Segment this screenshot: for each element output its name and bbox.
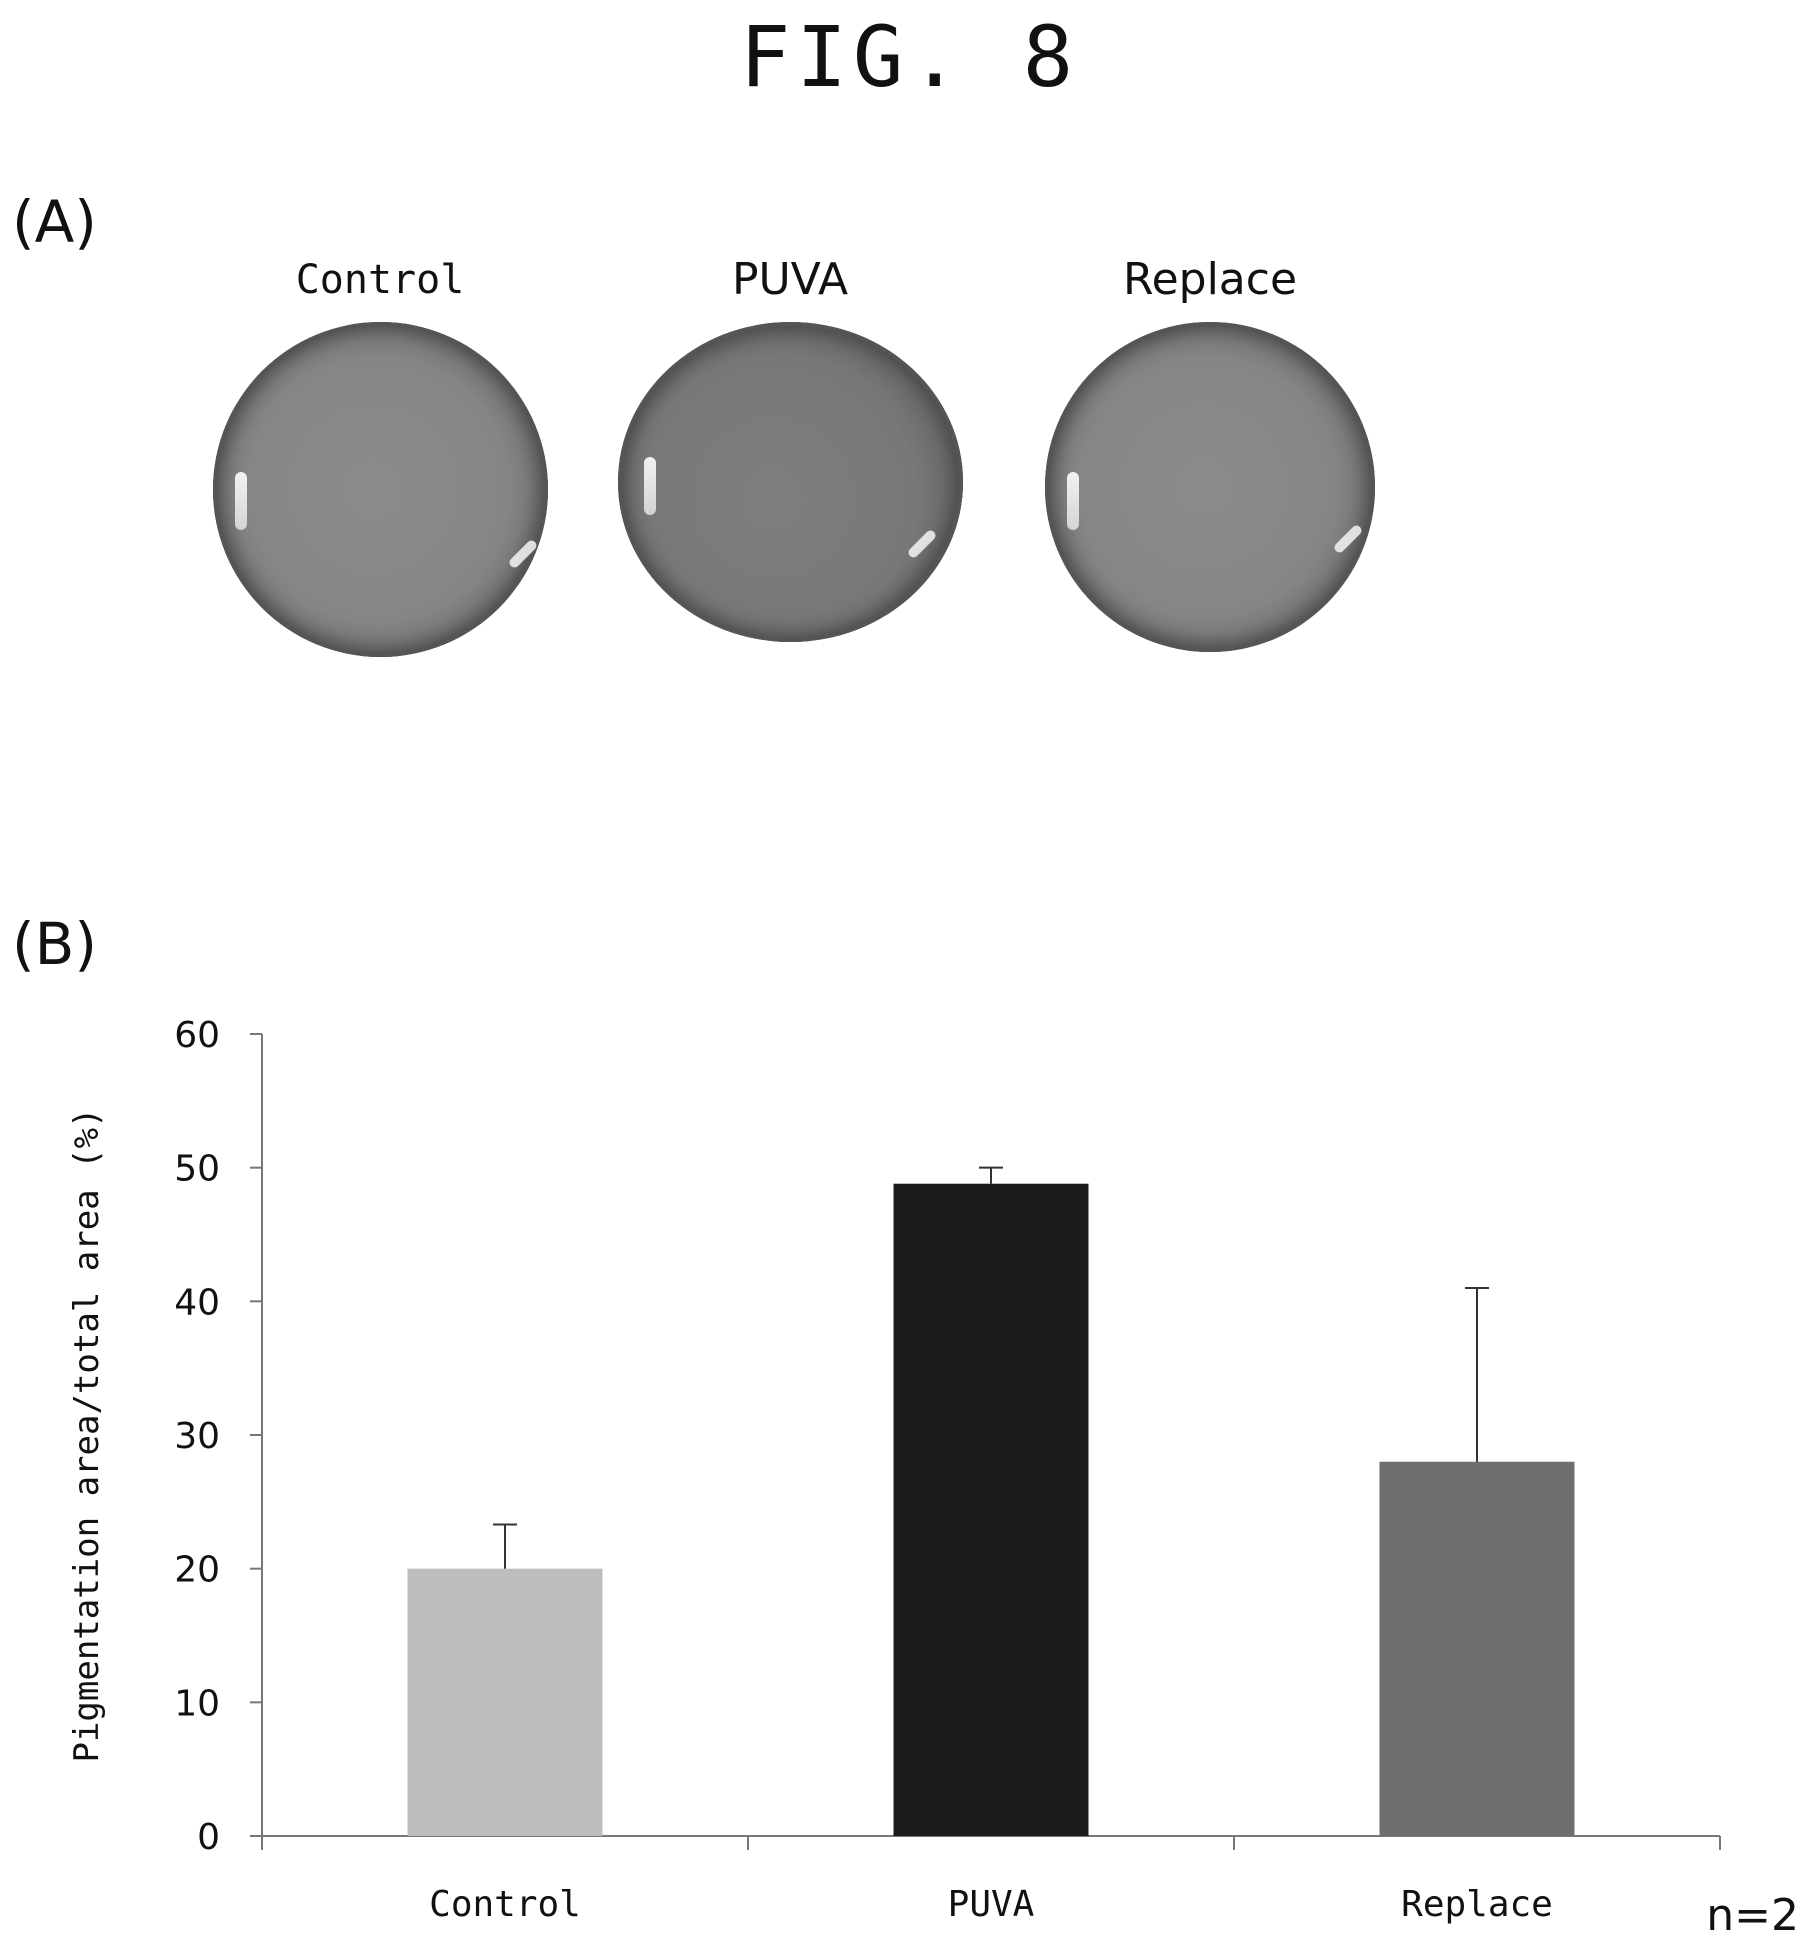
y-tick-label: 30 bbox=[174, 1416, 220, 1457]
y-tick-label: 60 bbox=[174, 1015, 220, 1056]
bar-control bbox=[408, 1569, 603, 1836]
y-tick-label: 40 bbox=[174, 1282, 220, 1323]
x-category-label: Control bbox=[429, 1884, 581, 1925]
y-tick-label: 50 bbox=[174, 1149, 220, 1190]
y-tick-label: 0 bbox=[197, 1817, 220, 1858]
y-tick-label: 10 bbox=[174, 1683, 220, 1724]
y-tick-label: 20 bbox=[174, 1550, 220, 1591]
x-category-label: PUVA bbox=[948, 1884, 1035, 1925]
y-axis-label: Pigmentation area/total area (%) bbox=[67, 1107, 107, 1762]
bar-replace bbox=[1380, 1462, 1575, 1836]
x-category-label: Replace bbox=[1401, 1884, 1553, 1925]
sample-size-note: n=2 bbox=[1706, 1890, 1799, 1941]
bar-puva bbox=[894, 1184, 1089, 1836]
